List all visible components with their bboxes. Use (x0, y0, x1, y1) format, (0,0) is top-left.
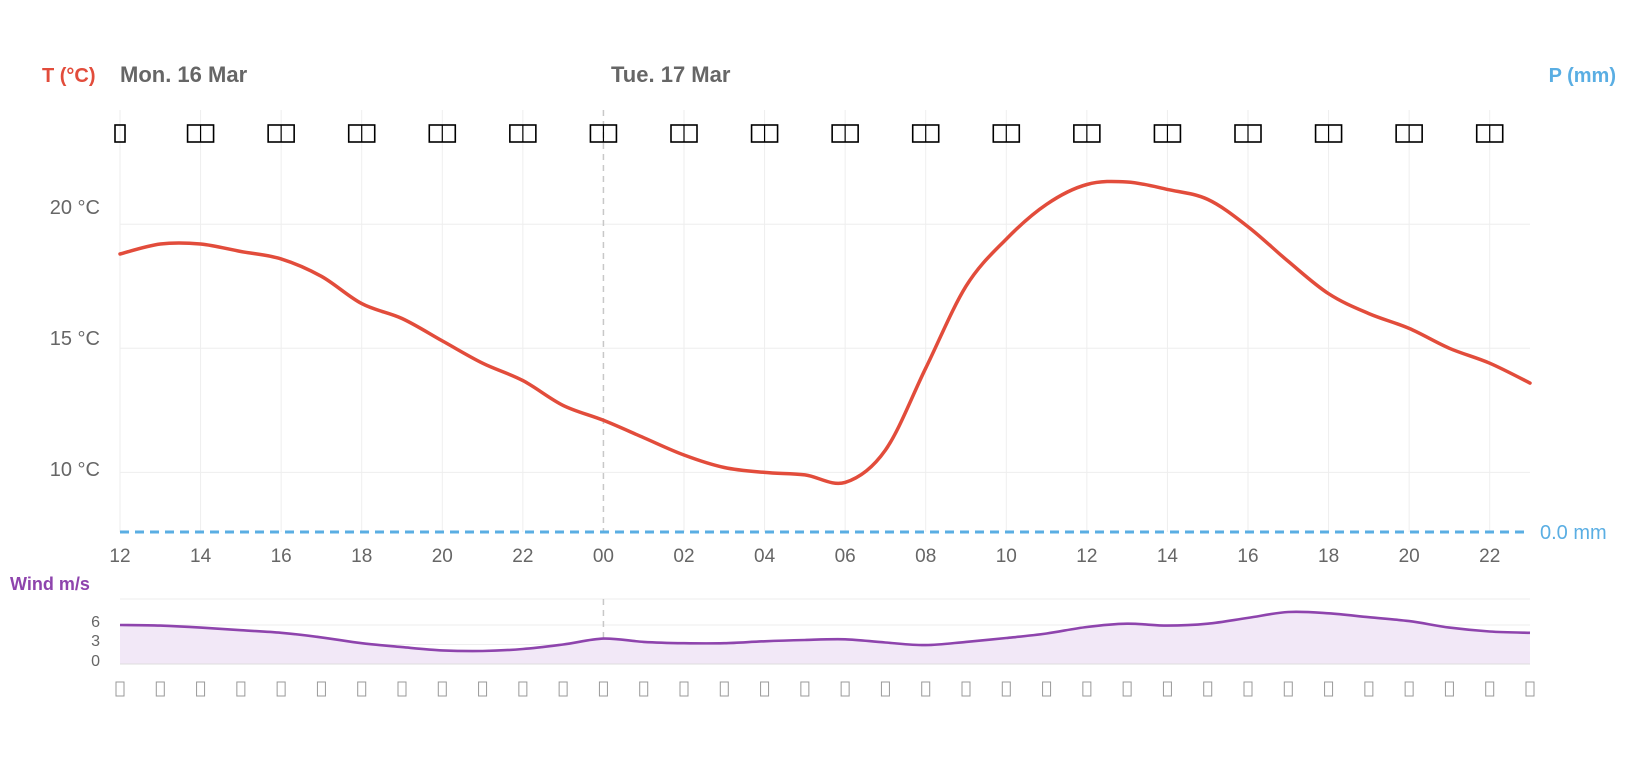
day-label-monday: Mon. 16 Mar (120, 62, 248, 87)
x-tick-label: 12 (109, 546, 130, 567)
wind-direction-icon (155, 681, 165, 697)
wind-direction-icon (478, 681, 488, 697)
weather-icon (831, 124, 859, 143)
weather-icons-row (114, 124, 1535, 697)
weather-icon (992, 124, 1021, 143)
wind-direction-icon (679, 681, 689, 697)
weather-icon (589, 124, 618, 143)
weather-icon (1153, 124, 1182, 143)
x-tick-label: 14 (1157, 546, 1179, 567)
weather-icon (1395, 124, 1423, 143)
wind-direction-icon (357, 681, 367, 697)
weather-icon (186, 124, 215, 143)
wind-direction-icon (1243, 681, 1253, 697)
x-tick-label: 22 (1479, 546, 1500, 567)
wind-direction-icon (1324, 681, 1334, 697)
wind-direction-icon (760, 681, 770, 697)
wind-direction-icon (1283, 681, 1293, 697)
wind-direction-icon (840, 681, 850, 697)
wind-direction-icon (1122, 681, 1132, 697)
wind-direction-icon (437, 681, 447, 697)
temperature-series-line (118, 179, 1532, 486)
y-tick-label-10: 10 °C (50, 459, 100, 481)
wind-direction-icon (800, 681, 810, 697)
wind-direction-icon (1001, 681, 1011, 697)
grid-layer (119, 110, 1530, 665)
weather-icon (1475, 124, 1504, 143)
weather-icon (1234, 124, 1262, 143)
wind-y-tick-0: 0 (91, 653, 100, 670)
wind-direction-icon (1485, 681, 1495, 697)
day-label-tuesday: Tue. 17 Mar (611, 62, 731, 87)
weather-icon (1314, 124, 1343, 143)
weather-icon (509, 124, 537, 143)
wind-direction-icon (1364, 681, 1374, 697)
x-tick-label: 06 (835, 546, 856, 567)
precipitation-value-label: 0.0 mm (1540, 522, 1607, 544)
wind-direction-icon (921, 681, 931, 697)
weather-icon (114, 124, 126, 143)
wind-y-tick-6: 6 (91, 614, 100, 631)
wind-direction-icon (196, 681, 206, 697)
temperature-chart (118, 179, 1532, 534)
x-tick-label: 04 (754, 546, 776, 567)
wind-direction-icon (1404, 681, 1414, 697)
wind-y-tick-3: 3 (91, 633, 100, 650)
precipitation-axis-label: P (mm) (1549, 65, 1616, 87)
x-tick-label: 00 (593, 546, 614, 567)
wind-direction-icon (1162, 681, 1172, 697)
x-tick-label: 20 (1399, 546, 1420, 567)
wind-direction-icon (1203, 681, 1213, 697)
wind-direction-icon (1042, 681, 1052, 697)
wind-series-line (119, 610, 1531, 653)
weather-icon (1073, 124, 1101, 143)
wind-direction-icon (115, 681, 125, 697)
x-tick-label: 10 (996, 546, 1017, 567)
wind-axis-label: Wind m/s (10, 574, 90, 594)
x-tick-label: 08 (915, 546, 936, 567)
x-tick-label: 02 (673, 546, 694, 567)
weather-icon (267, 124, 295, 143)
wind-direction-icon (1525, 681, 1535, 697)
wind-direction-icon (1082, 681, 1092, 697)
x-axis-ticks: 12 14 16 18 20 22 00 02 04 06 08 10 12 14 16 18 20 22 (109, 546, 1500, 567)
y-tick-label-15: 15 °C (50, 328, 100, 350)
wind-direction-icon (236, 681, 246, 697)
wind-direction-icon (518, 681, 528, 697)
wind-direction-icon (558, 681, 568, 697)
x-tick-label: 12 (1076, 546, 1097, 567)
weather-icon (911, 124, 940, 143)
x-tick-label: 16 (271, 546, 292, 567)
weather-icon (347, 124, 376, 143)
wind-direction-icon (719, 681, 729, 697)
wind-direction-icon (316, 681, 326, 697)
wind-direction-icon (961, 681, 971, 697)
x-tick-label: 20 (432, 546, 453, 567)
x-tick-label: 14 (190, 546, 212, 567)
wind-chart (119, 610, 1531, 665)
wind-direction-icon (276, 681, 286, 697)
wind-area-fill (120, 611, 1530, 664)
x-tick-label: 22 (512, 546, 533, 567)
weather-icon (428, 124, 457, 143)
x-tick-label: 18 (351, 546, 372, 567)
weather-icon (670, 124, 698, 143)
temperature-axis-label: T (°C) (42, 65, 96, 87)
x-tick-label: 18 (1318, 546, 1339, 567)
wind-direction-icon (639, 681, 649, 697)
wind-direction-icon (1444, 681, 1454, 697)
x-tick-label: 16 (1237, 546, 1258, 567)
wind-direction-icon (397, 681, 407, 697)
wind-direction-icon (880, 681, 890, 697)
weather-icon (750, 124, 779, 143)
y-tick-label-20: 20 °C (50, 197, 100, 219)
wind-direction-icon (598, 681, 608, 697)
